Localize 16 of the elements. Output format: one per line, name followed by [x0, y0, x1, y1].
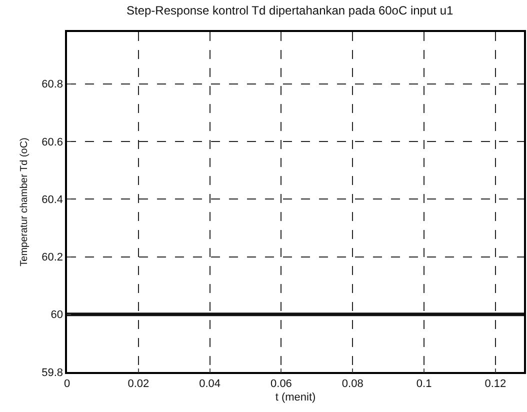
x-tick-label: 0.04	[199, 378, 221, 390]
y-tick-label: 60.4	[42, 194, 64, 206]
y-tick-label: 60	[50, 309, 64, 322]
chart-title: Step-Response kontrol Td dipertahankan pada 60oC input u1	[126, 4, 454, 18]
x-tick-label: 0.08	[342, 378, 364, 390]
x-tick-label: 0.02	[128, 378, 150, 390]
y-tick-label: 59.8	[42, 366, 64, 379]
y-tick-label: 60.8	[42, 78, 64, 91]
y-axis-title: Temperatur chamber Td (oC)	[19, 138, 30, 266]
x-tick-label: 0	[64, 378, 70, 390]
y-tick-label: 60.2	[42, 252, 64, 264]
x-tick-label: 0.06	[270, 378, 292, 390]
y-tick-label: 60.6	[42, 136, 64, 148]
x-axis-title: t (menit)	[275, 392, 316, 404]
x-tick-label: 0.1	[416, 378, 432, 390]
x-tick-label: 0.12	[484, 378, 506, 390]
